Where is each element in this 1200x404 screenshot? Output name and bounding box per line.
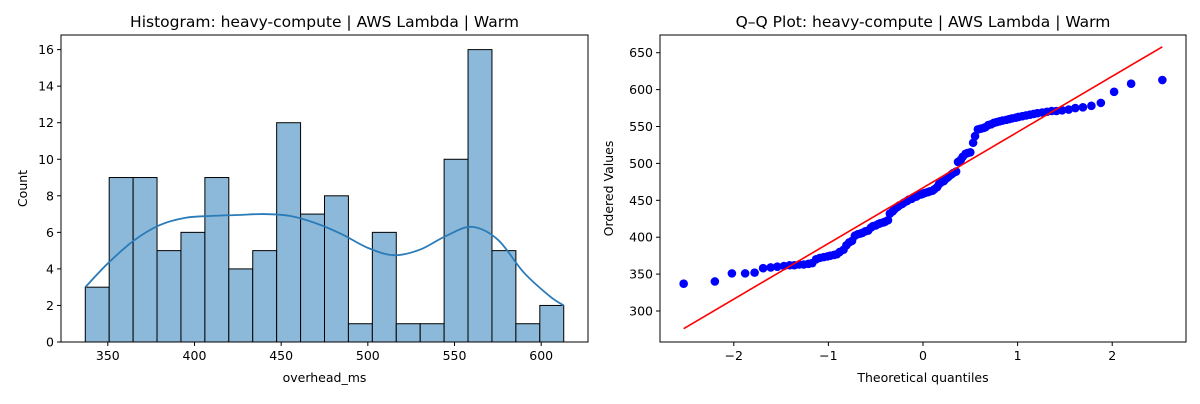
qq-point [1078,103,1088,112]
qq-point [968,138,978,148]
qq-plot-y-tick-label: 350 [629,267,653,282]
qq-plot-x-tick-label: 2 [1108,348,1116,363]
histogram-chart: Histogram: heavy-compute | AWS Lambda | … [15,13,589,385]
histogram-bar [324,195,349,343]
qq-point [1158,75,1167,85]
qq-plot-x-tick-label: 0 [919,348,927,363]
qq-points [679,75,1167,288]
histogram-bar [252,250,278,343]
qq-plot-x-tick-label: −2 [725,348,743,363]
histogram-bar [132,177,158,343]
qq-point [1057,105,1067,115]
histogram-y-tick-label: 4 [46,261,54,276]
qq-plot-y-axis-label: Ordered Values [601,141,616,237]
histogram-y-tick-label: 8 [46,188,54,203]
histogram-x-tick-label: 350 [96,348,120,363]
histogram-bar [395,323,421,343]
histogram-bar [84,286,110,343]
qq-point [1071,103,1080,113]
histogram-y-tick-label: 6 [46,225,54,240]
qq-plot-chart: Q–Q Plot: heavy-compute | AWS Lambda | W… [601,13,1187,385]
qq-plot-y-tick-label: 300 [629,304,653,319]
histogram-bar [228,268,254,343]
histogram-bar [515,323,541,343]
qq-point [773,262,782,272]
qq-point [970,131,980,141]
qq-plot-axes: −2 −1 0 1 2 300 350 400 450 500 550 600 650 [629,34,1187,363]
histogram-y-tick-label: 2 [46,298,54,313]
qq-plot-y-tick-label: 450 [629,193,653,208]
histogram-bar [419,323,445,343]
qq-point [727,269,737,278]
qq-plot-y-tick-label: 500 [629,156,653,171]
qq-fit-line [683,46,1163,330]
histogram-y-tick-label: 16 [38,42,54,57]
histogram-y-tick-label: 10 [38,152,54,167]
histogram-bar [180,231,206,343]
kde-curve [84,213,565,307]
qq-point [740,269,750,278]
histogram-x-tick-label: 600 [529,348,553,363]
histogram-y-axis-label: Count [15,170,30,207]
qq-point [766,263,775,272]
histogram-bar [300,213,325,343]
qq-point [1064,105,1073,114]
histogram-bar [371,231,397,343]
histogram-x-axis-label: overhead_ms [283,370,367,385]
histogram-y-tick-label: 12 [38,115,54,130]
histogram-bar [276,122,302,343]
histogram-x-tick-label: 400 [183,348,207,363]
qq-plot-title: Q–Q Plot: heavy-compute | AWS Lambda | W… [736,13,1111,31]
histogram-x-tick-label: 550 [443,348,467,363]
histogram-bar [347,323,373,343]
qq-point [966,148,975,157]
qq-plot-y-tick-label: 600 [629,82,653,97]
qq-point [1126,79,1136,89]
qq-point [758,263,768,273]
qq-point [750,268,759,277]
histogram-x-tick-label: 500 [356,348,380,363]
qq-plot-x-tick-label: 1 [1014,348,1022,363]
histogram-bar [156,250,182,343]
qq-point [1087,101,1096,111]
histogram-y-tick-label: 14 [38,79,54,94]
histogram-y-tick-label: 0 [46,335,54,350]
qq-plot-y-tick-label: 400 [629,230,653,245]
histogram-plot-frame [60,34,589,343]
qq-plot-x-tick-label: −1 [819,348,837,363]
qq-point [883,215,893,225]
histogram-bar [539,304,565,343]
qq-plot-y-tick-label: 550 [629,119,653,134]
histogram-bar [491,250,517,343]
histogram-axes: 350 400 450 500 550 600 0 2 4 6 8 10 12 14 16 [38,34,589,363]
qq-point [710,277,720,286]
histogram-bars [84,49,565,343]
histogram-bar [443,158,469,343]
histogram-bar [467,49,493,343]
qq-plot-x-axis-label: Theoretical quantiles [856,370,988,385]
histogram-title: Histogram: heavy-compute | AWS Lambda | … [130,13,519,31]
qq-point [1096,98,1106,108]
qq-point [679,279,688,288]
histogram-bar [204,177,230,343]
qq-plot-y-tick-label: 650 [629,45,653,60]
qq-point [1109,87,1119,97]
histogram-x-tick-label: 450 [269,348,293,363]
